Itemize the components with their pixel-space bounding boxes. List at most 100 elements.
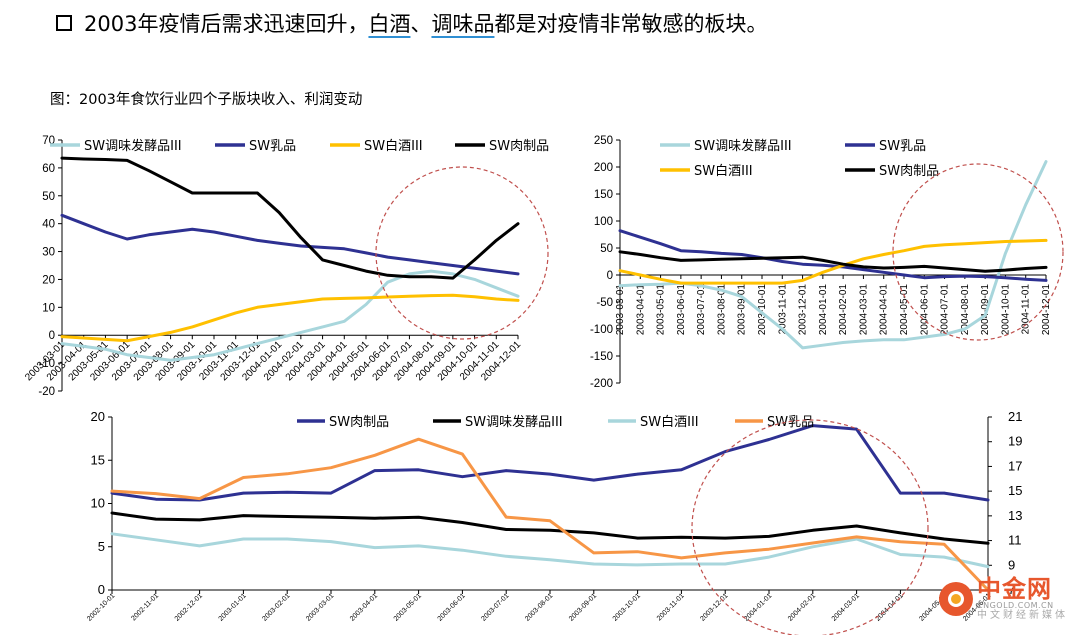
- data-point: [636, 472, 639, 476]
- data-point: [767, 555, 771, 559]
- data-point: [724, 450, 727, 453]
- x-tick-label: 2003-07-01: [696, 284, 707, 336]
- x-tick-label: 2003-10-01: [757, 284, 768, 336]
- highlight-circle: [892, 163, 1064, 341]
- data-point: [461, 452, 464, 456]
- data-point: [821, 344, 825, 347]
- data-point: [923, 265, 926, 268]
- data-point: [767, 548, 771, 551]
- data-point: [923, 335, 926, 339]
- data-point: [277, 211, 281, 214]
- x-tick-label: 2003-01-01: [218, 592, 248, 622]
- data-point: [191, 356, 194, 359]
- x-tick-label: 2003-09-01: [737, 284, 748, 336]
- data-point: [618, 229, 622, 232]
- x-tick-label: 2003-11-01: [656, 592, 686, 622]
- data-point: [767, 438, 771, 441]
- x-tick-label: 2004-12-01: [1041, 284, 1052, 336]
- data-point: [986, 588, 990, 592]
- data-point: [408, 258, 411, 262]
- data-point: [618, 250, 622, 253]
- data-point: [286, 472, 289, 476]
- y-right-tick-label: 15: [1008, 483, 1022, 498]
- data-point: [899, 531, 902, 535]
- x-tick-label: 2003-06-01: [437, 592, 467, 622]
- data-point: [147, 233, 151, 237]
- data-point: [286, 537, 289, 541]
- data-point: [429, 294, 433, 297]
- data-point: [60, 335, 64, 338]
- data-point: [943, 491, 946, 495]
- data-point: [862, 339, 865, 343]
- data-point: [60, 214, 64, 217]
- data-point: [882, 338, 885, 341]
- data-point: [781, 327, 784, 331]
- data-point: [1004, 268, 1007, 272]
- data-point: [495, 297, 498, 301]
- data-point: [699, 258, 703, 262]
- legend-label: SW白酒III: [364, 138, 423, 154]
- data-point: [983, 314, 987, 317]
- data-point: [943, 266, 946, 270]
- data-point: [781, 256, 784, 259]
- data-point: [495, 269, 498, 273]
- data-point: [781, 260, 784, 263]
- data-point: [963, 268, 967, 271]
- y-tick-label: -50: [596, 297, 613, 309]
- data-point: [679, 281, 683, 285]
- data-point: [60, 342, 64, 345]
- data-point: [408, 272, 411, 276]
- data-point: [592, 478, 595, 482]
- data-point: [299, 236, 303, 239]
- data-point: [417, 544, 420, 548]
- data-point: [198, 518, 201, 522]
- x-tick-label: 2004-03-01: [831, 592, 861, 622]
- legend-label: SW调味发酵品III: [465, 414, 563, 430]
- x-tick-label: 2003-05-01: [393, 592, 423, 622]
- data-point: [902, 266, 906, 269]
- y-tick-label: 50: [42, 191, 55, 203]
- data-point: [902, 338, 906, 341]
- data-point: [679, 249, 683, 252]
- data-point: [343, 297, 346, 300]
- data-point: [862, 265, 865, 269]
- series-line: [618, 238, 1048, 285]
- data-point: [147, 169, 151, 172]
- data-point: [364, 303, 368, 306]
- data-point: [429, 275, 433, 278]
- y-tick-label: 30: [42, 247, 55, 259]
- data-point: [242, 476, 245, 479]
- y-tick-label: -150: [590, 351, 613, 363]
- series-line: [110, 424, 990, 502]
- data-point: [801, 346, 804, 350]
- data-point: [821, 259, 825, 262]
- data-point: [740, 257, 743, 260]
- series-line: [618, 229, 1048, 282]
- data-point: [1004, 240, 1007, 243]
- x-tick-label: 2003-05-01: [656, 284, 667, 336]
- data-point: [364, 296, 368, 300]
- checkbox-square-icon: [56, 15, 72, 31]
- data-point: [811, 545, 814, 548]
- data-point: [592, 562, 595, 566]
- watermark-emblem-inner: [948, 591, 964, 607]
- data-point: [899, 540, 902, 544]
- data-point: [699, 250, 703, 253]
- x-tick-label: 2004-08-01: [960, 284, 971, 336]
- data-point: [473, 267, 476, 270]
- data-point: [364, 269, 368, 273]
- data-point: [386, 281, 389, 284]
- data-point: [760, 281, 764, 285]
- x-tick-label: 2004-02-01: [838, 284, 849, 336]
- data-point: [461, 549, 464, 552]
- data-point: [234, 191, 237, 195]
- data-point: [212, 230, 216, 234]
- y-tick-label: 10: [42, 302, 55, 314]
- data-point: [82, 345, 85, 348]
- data-point: [329, 491, 333, 495]
- data-point: [801, 263, 804, 266]
- data-point: [473, 278, 476, 281]
- data-point: [1044, 239, 1048, 242]
- series-line: [60, 156, 520, 280]
- data-point: [680, 556, 683, 560]
